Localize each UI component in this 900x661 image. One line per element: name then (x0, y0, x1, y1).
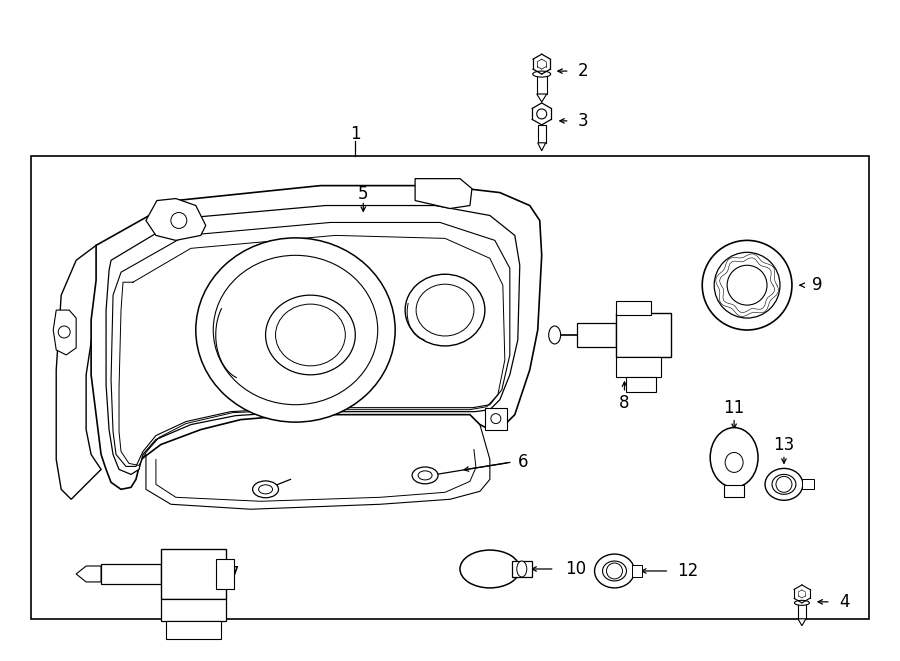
Bar (537, 125, 545, 143)
Ellipse shape (595, 554, 634, 588)
Ellipse shape (405, 274, 485, 346)
Text: 3: 3 (578, 112, 589, 130)
Bar (101, 564, 161, 584)
Ellipse shape (412, 467, 438, 484)
Ellipse shape (418, 471, 432, 480)
Text: 7: 7 (229, 565, 239, 583)
Bar (216, 559, 234, 589)
Circle shape (702, 241, 792, 330)
Bar (802, 479, 814, 489)
Bar (166, 621, 220, 639)
Bar (616, 301, 652, 315)
Circle shape (715, 253, 780, 318)
Bar (536, 74, 546, 94)
Bar (724, 485, 744, 497)
Polygon shape (798, 619, 806, 626)
Ellipse shape (258, 485, 273, 494)
Polygon shape (111, 223, 509, 467)
Bar (512, 561, 532, 577)
Ellipse shape (795, 600, 809, 605)
Polygon shape (537, 143, 545, 151)
Text: J: J (782, 479, 786, 489)
Ellipse shape (416, 284, 474, 336)
Circle shape (536, 109, 546, 119)
Polygon shape (91, 186, 542, 489)
Polygon shape (106, 206, 520, 475)
Circle shape (491, 414, 500, 424)
Circle shape (727, 265, 767, 305)
Ellipse shape (460, 550, 520, 588)
Ellipse shape (710, 428, 758, 487)
Text: 8: 8 (619, 394, 630, 412)
Ellipse shape (725, 453, 743, 473)
Circle shape (58, 326, 70, 338)
Text: 10: 10 (564, 560, 586, 578)
Bar (616, 313, 671, 357)
Ellipse shape (275, 304, 346, 366)
Bar (626, 377, 656, 392)
Text: 6: 6 (518, 453, 528, 471)
Text: 1: 1 (350, 125, 361, 143)
Ellipse shape (196, 238, 395, 422)
Bar (161, 549, 226, 599)
Circle shape (776, 477, 792, 492)
Ellipse shape (266, 295, 356, 375)
Ellipse shape (602, 561, 626, 581)
Polygon shape (76, 566, 101, 582)
Bar (798, 603, 806, 619)
Ellipse shape (533, 71, 551, 77)
Bar (616, 357, 662, 377)
Text: 4: 4 (839, 593, 850, 611)
Polygon shape (53, 310, 76, 355)
Polygon shape (56, 245, 111, 499)
Circle shape (607, 563, 623, 579)
Text: 9: 9 (812, 276, 823, 294)
Polygon shape (536, 94, 546, 102)
Polygon shape (415, 178, 472, 208)
Ellipse shape (772, 475, 796, 494)
Text: 5: 5 (358, 184, 368, 202)
Ellipse shape (213, 255, 378, 405)
Text: 2: 2 (578, 62, 589, 80)
Bar (577, 323, 616, 347)
Text: 13: 13 (773, 436, 795, 453)
Text: 12: 12 (678, 562, 698, 580)
Bar (485, 408, 507, 430)
Circle shape (171, 212, 187, 229)
Text: 11: 11 (724, 399, 744, 416)
Ellipse shape (253, 481, 278, 498)
Ellipse shape (765, 469, 803, 500)
Bar (32, 156, 868, 619)
Ellipse shape (517, 561, 526, 577)
Ellipse shape (549, 326, 561, 344)
Bar (161, 599, 226, 621)
Bar (633, 565, 643, 577)
Polygon shape (146, 198, 206, 241)
